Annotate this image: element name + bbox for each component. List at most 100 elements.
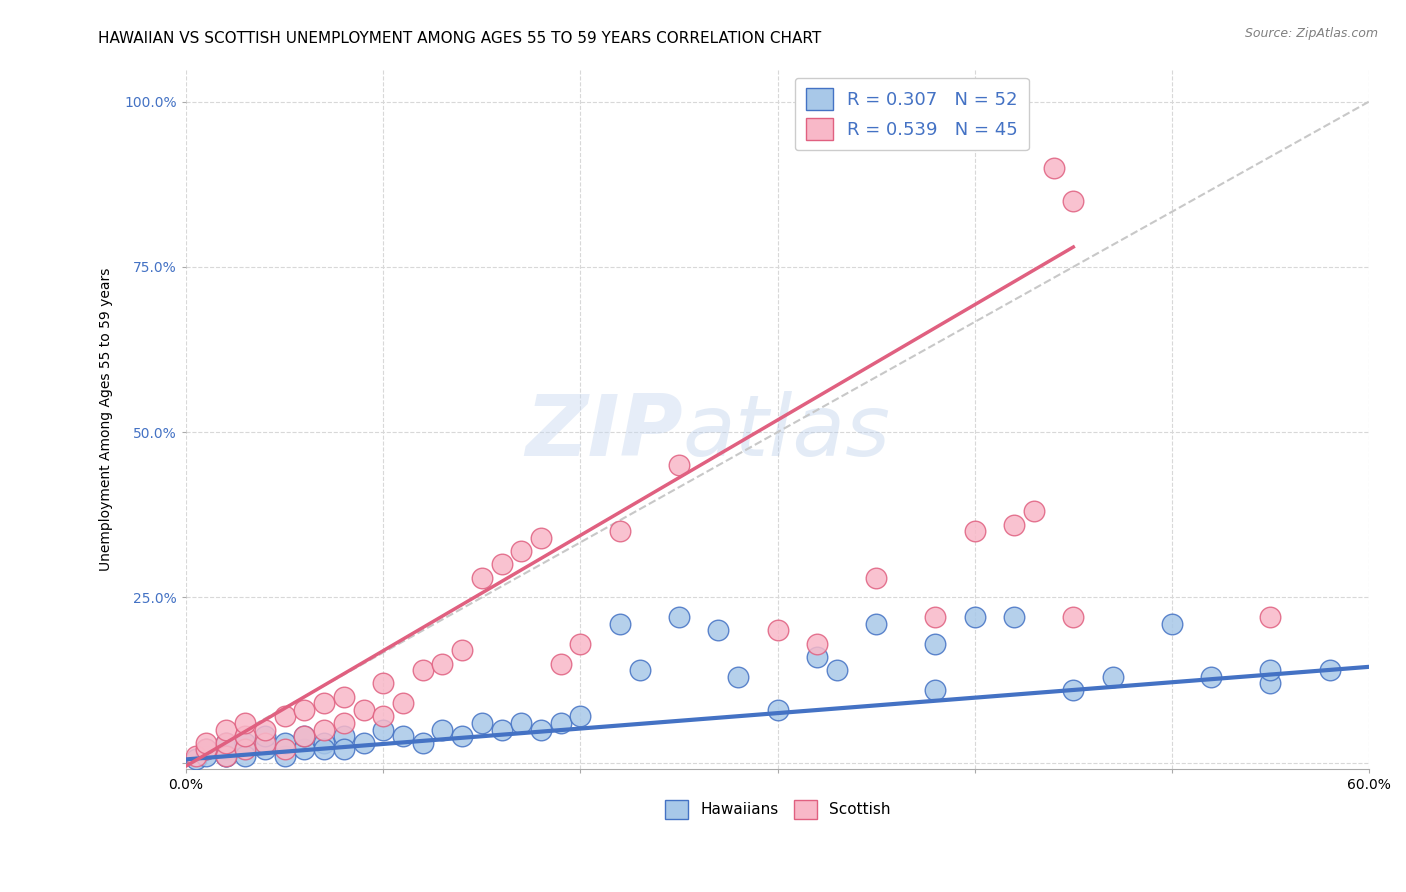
Point <box>550 657 572 671</box>
Point <box>432 723 454 737</box>
Point <box>924 637 946 651</box>
Legend: Hawaiians, Scottish: Hawaiians, Scottish <box>659 794 897 825</box>
Point <box>668 458 690 473</box>
Point <box>294 703 316 717</box>
Point <box>273 742 295 756</box>
Point <box>510 544 533 558</box>
Point <box>253 736 276 750</box>
Point <box>1260 610 1282 624</box>
Point <box>451 643 474 657</box>
Point <box>233 716 256 731</box>
Text: Source: ZipAtlas.com: Source: ZipAtlas.com <box>1244 27 1378 40</box>
Point <box>510 716 533 731</box>
Point <box>609 616 631 631</box>
Point <box>963 524 986 539</box>
Point <box>392 696 415 710</box>
Point <box>184 752 207 766</box>
Point <box>184 749 207 764</box>
Point <box>353 736 375 750</box>
Point <box>273 736 295 750</box>
Point <box>1319 663 1341 677</box>
Point <box>825 663 848 677</box>
Point <box>471 716 494 731</box>
Point <box>314 696 336 710</box>
Point <box>569 709 592 723</box>
Point <box>491 558 513 572</box>
Point <box>214 736 236 750</box>
Point <box>924 683 946 698</box>
Point <box>1201 670 1223 684</box>
Point <box>194 742 217 756</box>
Text: ZIP: ZIP <box>526 392 683 475</box>
Point <box>451 729 474 743</box>
Point <box>214 749 236 764</box>
Point <box>194 749 217 764</box>
Point <box>392 729 415 743</box>
Point <box>273 709 295 723</box>
Point <box>233 742 256 756</box>
Point <box>333 690 356 704</box>
Point <box>1062 683 1084 698</box>
Point <box>333 742 356 756</box>
Point <box>373 709 395 723</box>
Point <box>1022 504 1045 518</box>
Point <box>412 736 434 750</box>
Point <box>294 729 316 743</box>
Point <box>806 637 828 651</box>
Point <box>628 663 651 677</box>
Point <box>1260 676 1282 690</box>
Point <box>865 616 887 631</box>
Point <box>471 571 494 585</box>
Point <box>609 524 631 539</box>
Point <box>766 703 789 717</box>
Point <box>569 637 592 651</box>
Point <box>530 723 553 737</box>
Point <box>214 736 236 750</box>
Point <box>491 723 513 737</box>
Point <box>806 649 828 664</box>
Point <box>727 670 749 684</box>
Point <box>924 610 946 624</box>
Point <box>314 742 336 756</box>
Point <box>294 729 316 743</box>
Point <box>1260 663 1282 677</box>
Point <box>1002 517 1025 532</box>
Point <box>1002 610 1025 624</box>
Point <box>253 729 276 743</box>
Point <box>550 716 572 731</box>
Point <box>233 736 256 750</box>
Point <box>865 571 887 585</box>
Y-axis label: Unemployment Among Ages 55 to 59 years: Unemployment Among Ages 55 to 59 years <box>100 268 114 571</box>
Point <box>214 723 236 737</box>
Point <box>353 703 375 717</box>
Point <box>194 742 217 756</box>
Point <box>1101 670 1123 684</box>
Point <box>214 749 236 764</box>
Text: atlas: atlas <box>683 392 891 475</box>
Point <box>333 729 356 743</box>
Point <box>373 676 395 690</box>
Point <box>314 736 336 750</box>
Point <box>1161 616 1184 631</box>
Point <box>194 736 217 750</box>
Point <box>766 624 789 638</box>
Text: HAWAIIAN VS SCOTTISH UNEMPLOYMENT AMONG AGES 55 TO 59 YEARS CORRELATION CHART: HAWAIIAN VS SCOTTISH UNEMPLOYMENT AMONG … <box>98 31 821 46</box>
Point <box>963 610 986 624</box>
Point <box>253 742 276 756</box>
Point <box>294 742 316 756</box>
Point <box>432 657 454 671</box>
Point <box>1062 610 1084 624</box>
Point <box>233 742 256 756</box>
Point <box>253 723 276 737</box>
Point <box>273 749 295 764</box>
Point <box>233 749 256 764</box>
Point <box>668 610 690 624</box>
Point <box>530 531 553 545</box>
Point <box>214 742 236 756</box>
Point <box>314 723 336 737</box>
Point <box>707 624 730 638</box>
Point <box>1062 194 1084 208</box>
Point <box>233 729 256 743</box>
Point <box>373 723 395 737</box>
Point <box>333 716 356 731</box>
